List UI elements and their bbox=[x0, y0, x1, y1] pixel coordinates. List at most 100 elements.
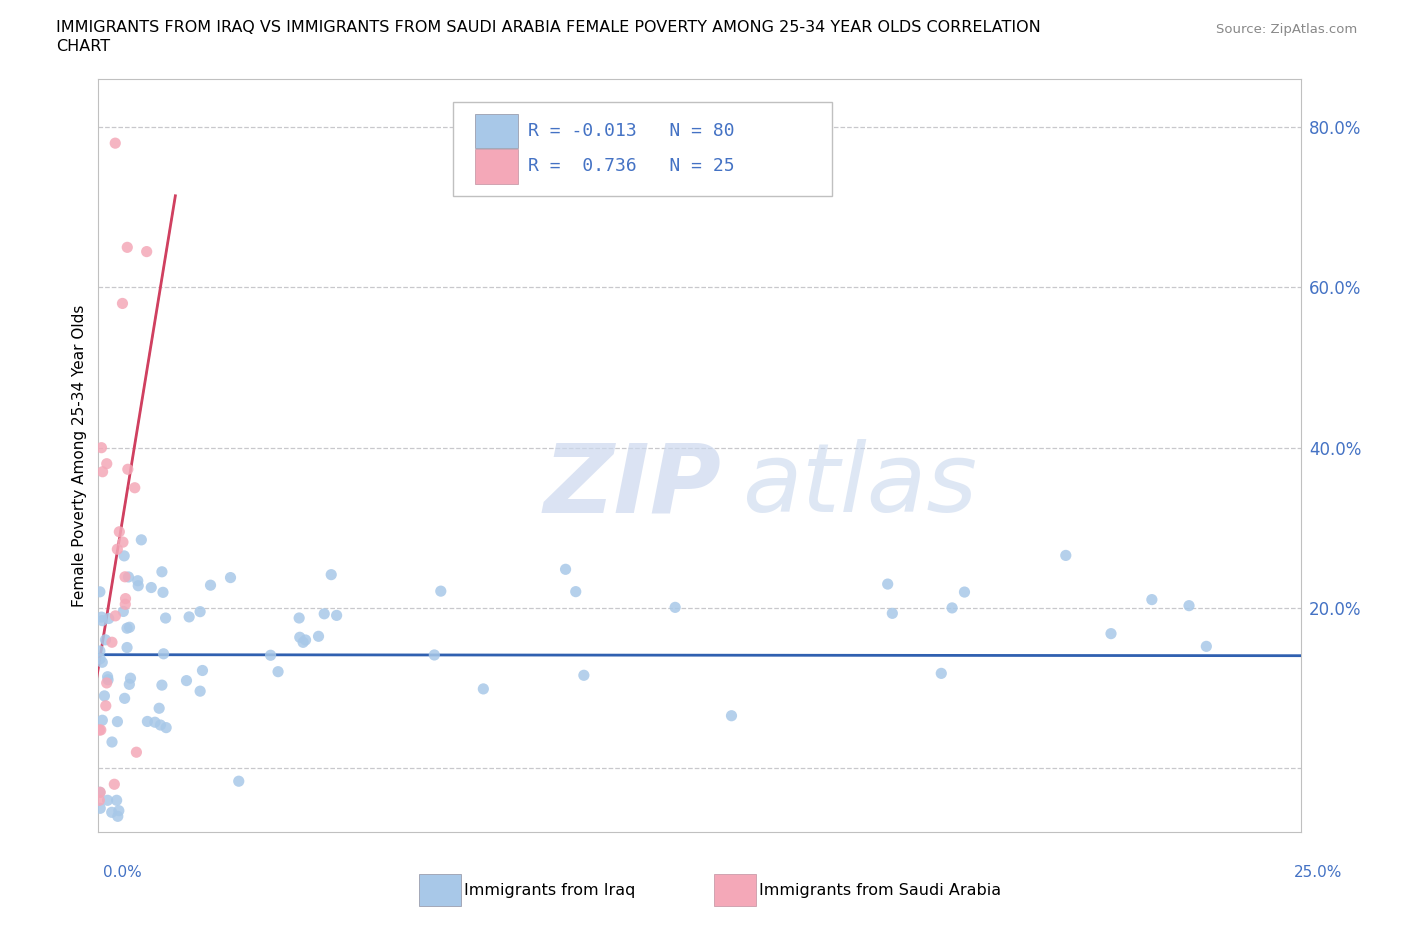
Point bbox=[1054, 548, 1077, 563]
Text: Source: ZipAtlas.com: Source: ZipAtlas.com bbox=[1216, 23, 1357, 36]
Point bbox=[90, 440, 112, 455]
Text: IMMIGRANTS FROM IRAQ VS IMMIGRANTS FROM SAUDI ARABIA FEMALE POVERTY AMONG 25-34 : IMMIGRANTS FROM IRAQ VS IMMIGRANTS FROM … bbox=[56, 20, 1040, 35]
Point bbox=[89, 644, 111, 658]
Point bbox=[120, 671, 142, 685]
Point bbox=[267, 664, 290, 679]
Point bbox=[97, 672, 120, 687]
Point bbox=[107, 809, 129, 824]
Point bbox=[200, 578, 222, 592]
Point bbox=[127, 573, 149, 588]
Point bbox=[720, 709, 742, 724]
Point bbox=[89, 801, 111, 816]
Point bbox=[953, 585, 976, 600]
Point bbox=[423, 647, 446, 662]
Text: Immigrants from Iraq: Immigrants from Iraq bbox=[464, 883, 636, 897]
Point bbox=[155, 611, 177, 626]
Point bbox=[89, 793, 111, 808]
Point bbox=[148, 701, 170, 716]
Point bbox=[472, 682, 495, 697]
Point bbox=[114, 691, 136, 706]
Point bbox=[114, 597, 136, 612]
Point bbox=[114, 591, 136, 606]
Text: Immigrants from Saudi Arabia: Immigrants from Saudi Arabia bbox=[759, 883, 1001, 897]
Point bbox=[89, 785, 111, 800]
Point bbox=[103, 777, 125, 791]
Point bbox=[325, 608, 347, 623]
Point bbox=[179, 609, 201, 624]
Point bbox=[97, 611, 120, 626]
Point bbox=[117, 569, 139, 584]
Point bbox=[96, 675, 118, 690]
Point bbox=[91, 655, 114, 670]
Point bbox=[176, 673, 198, 688]
Point bbox=[104, 136, 127, 151]
Point bbox=[97, 670, 120, 684]
Point bbox=[572, 668, 595, 683]
Point bbox=[259, 648, 281, 663]
Y-axis label: Female Poverty Among 25-34 Year Olds: Female Poverty Among 25-34 Year Olds bbox=[72, 304, 87, 607]
Point bbox=[108, 804, 131, 818]
Point bbox=[94, 632, 117, 647]
Point bbox=[228, 774, 250, 789]
Point bbox=[141, 580, 163, 595]
Point bbox=[876, 577, 898, 591]
Point bbox=[91, 613, 114, 628]
Point bbox=[1140, 592, 1163, 607]
Point bbox=[101, 635, 124, 650]
Point bbox=[115, 640, 138, 655]
Point bbox=[191, 663, 214, 678]
Point bbox=[1195, 639, 1218, 654]
Point bbox=[100, 804, 122, 819]
Point bbox=[131, 532, 153, 547]
Text: 25.0%: 25.0% bbox=[1295, 865, 1343, 880]
Point bbox=[294, 632, 316, 647]
Point bbox=[288, 611, 311, 626]
Point bbox=[89, 723, 111, 737]
Point bbox=[143, 715, 166, 730]
FancyBboxPatch shape bbox=[453, 101, 832, 196]
Point bbox=[108, 525, 131, 539]
Point bbox=[96, 457, 118, 472]
Point bbox=[127, 578, 149, 593]
Text: ZIP: ZIP bbox=[543, 439, 721, 532]
Point bbox=[314, 606, 336, 621]
Point bbox=[90, 723, 112, 737]
Point bbox=[150, 678, 173, 693]
Point bbox=[114, 569, 136, 584]
Point bbox=[155, 720, 177, 735]
Point bbox=[89, 785, 111, 800]
FancyBboxPatch shape bbox=[475, 149, 517, 184]
Point bbox=[564, 584, 586, 599]
Point bbox=[188, 604, 211, 619]
Point bbox=[118, 619, 141, 634]
Point bbox=[93, 688, 115, 703]
Point bbox=[929, 666, 952, 681]
Point bbox=[117, 240, 139, 255]
Point bbox=[111, 535, 134, 550]
Point bbox=[91, 712, 114, 727]
Point bbox=[430, 584, 453, 599]
Point bbox=[321, 567, 343, 582]
Point bbox=[941, 601, 963, 616]
Point bbox=[104, 608, 127, 623]
Point bbox=[101, 735, 124, 750]
Point bbox=[882, 606, 904, 621]
Point bbox=[89, 651, 111, 666]
Point bbox=[292, 635, 315, 650]
Point bbox=[664, 600, 686, 615]
Point bbox=[188, 684, 211, 698]
Point bbox=[91, 464, 114, 479]
Point bbox=[288, 630, 311, 644]
Point bbox=[308, 629, 330, 644]
Text: CHART: CHART bbox=[56, 39, 110, 54]
Point bbox=[112, 549, 135, 564]
Point bbox=[111, 296, 134, 311]
Point bbox=[107, 714, 129, 729]
Point bbox=[1178, 598, 1201, 613]
Point bbox=[97, 793, 120, 808]
Text: 0.0%: 0.0% bbox=[103, 865, 142, 880]
Point bbox=[125, 745, 148, 760]
Point bbox=[115, 620, 138, 635]
Point bbox=[152, 646, 174, 661]
Point bbox=[219, 570, 242, 585]
